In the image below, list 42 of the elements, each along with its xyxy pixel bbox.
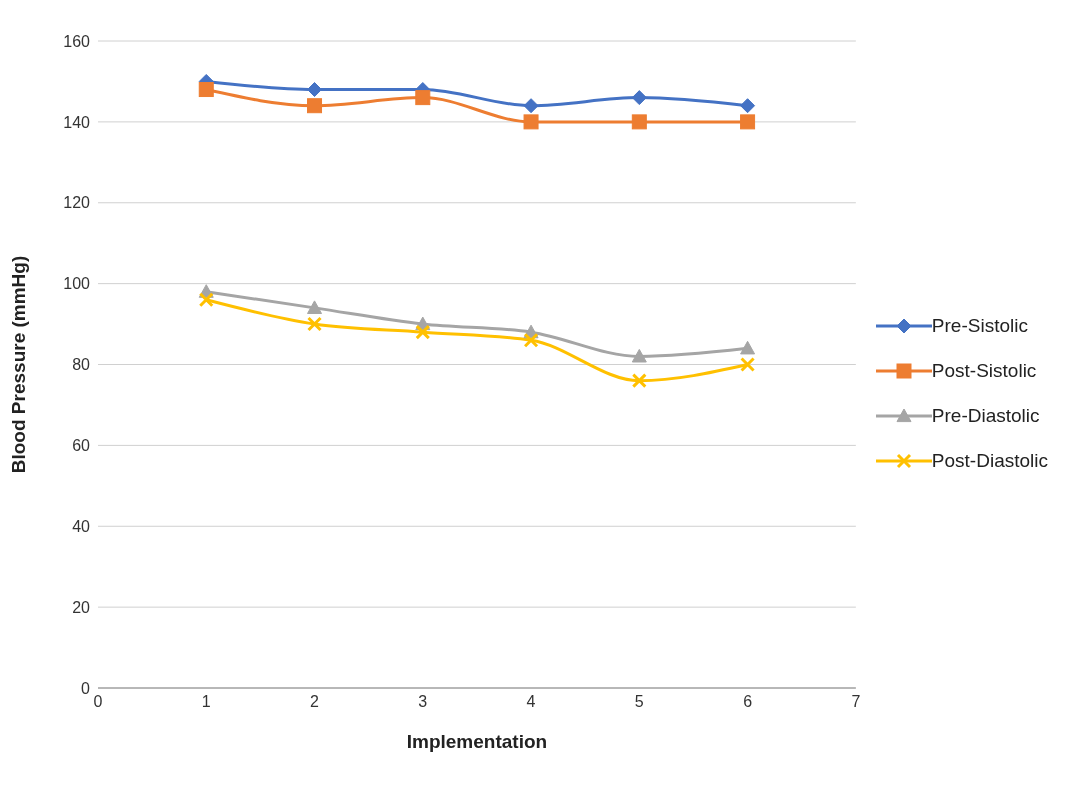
point <box>523 98 539 114</box>
point <box>307 300 323 314</box>
x-axis-title: Implementation <box>406 731 548 752</box>
y-tick-label: 120 <box>63 194 91 212</box>
y-axis-title: Blood Pressure (mmHg) <box>7 255 29 474</box>
point <box>740 98 756 114</box>
y-tick-label: 20 <box>72 598 91 616</box>
point <box>631 114 647 130</box>
point <box>307 316 323 332</box>
point <box>631 90 647 106</box>
point <box>631 373 647 389</box>
y-tick-label: 160 <box>63 32 91 50</box>
y-tick-label: 140 <box>63 113 91 131</box>
point <box>740 114 756 130</box>
x-tick-label: 5 <box>634 693 644 711</box>
x-tick-label: 7 <box>851 693 861 711</box>
point <box>198 82 214 98</box>
y-tick-label: 60 <box>72 437 91 455</box>
x-tick-label: 6 <box>743 693 753 711</box>
point <box>523 114 539 130</box>
y-tick-label: 80 <box>72 356 91 374</box>
y-tick-label: 0 <box>81 679 91 697</box>
point <box>740 357 756 372</box>
legend-label: Pre-Diastolic <box>931 404 1040 427</box>
point <box>415 90 431 106</box>
y-tick-label: 100 <box>63 275 91 293</box>
legend-label: Pre-Sistolic <box>931 314 1028 337</box>
point <box>631 348 647 363</box>
point <box>523 332 539 348</box>
x-tick-label: 2 <box>310 693 320 711</box>
point <box>307 82 323 98</box>
legend-label: Post-Sistolic <box>931 359 1037 382</box>
y-tick-label: 40 <box>72 517 91 535</box>
x-tick-label: 4 <box>526 693 536 711</box>
legend-label: Post-Diastolic <box>931 449 1048 472</box>
point <box>740 340 756 355</box>
point <box>415 324 431 340</box>
point <box>307 98 323 114</box>
x-tick-label: 1 <box>201 693 211 711</box>
x-tick-label: 0 <box>93 693 103 711</box>
point <box>198 292 214 308</box>
x-tick-label: 3 <box>418 693 428 711</box>
